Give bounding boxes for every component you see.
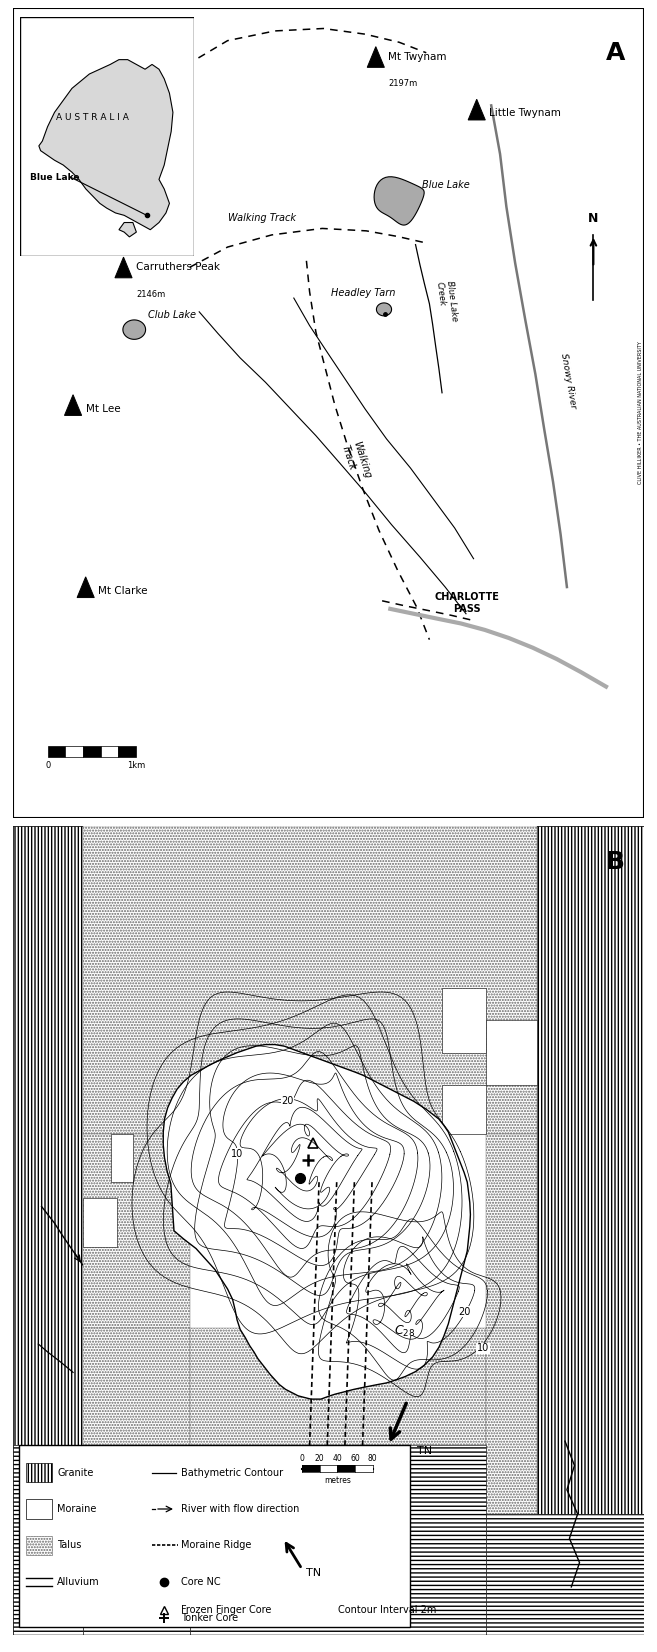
Text: Mt Clarke: Mt Clarke (99, 586, 148, 596)
Text: B: B (606, 851, 625, 874)
Text: 20: 20 (281, 1097, 294, 1107)
Text: metres: metres (324, 1475, 351, 1485)
Text: 1km: 1km (127, 762, 145, 770)
Text: Blue Lake: Blue Lake (422, 180, 470, 190)
Polygon shape (442, 988, 486, 1052)
Polygon shape (190, 1446, 486, 1635)
Text: Blue Lake
Creek: Blue Lake Creek (434, 279, 459, 322)
Text: A U S T R A L I A: A U S T R A L I A (57, 112, 129, 122)
Polygon shape (486, 1328, 537, 1513)
Polygon shape (77, 577, 94, 598)
Text: Walking
Track: Walking Track (340, 439, 373, 484)
Text: Granite: Granite (57, 1467, 94, 1477)
Bar (355, 1465, 373, 1472)
Bar (20, 1446, 411, 1627)
Polygon shape (39, 59, 173, 230)
Text: Snowy River: Snowy River (558, 352, 578, 410)
Polygon shape (83, 1446, 190, 1635)
Polygon shape (119, 223, 137, 236)
Bar (26, 1464, 53, 1482)
Text: River with flow direction: River with flow direction (181, 1503, 300, 1513)
Text: 0: 0 (300, 1454, 304, 1464)
Text: 10: 10 (477, 1343, 489, 1353)
Bar (320, 1465, 337, 1472)
Text: TN: TN (306, 1568, 321, 1578)
Text: Mt Lee: Mt Lee (85, 405, 120, 415)
Polygon shape (111, 1133, 133, 1183)
Bar (26, 1500, 53, 1518)
Text: Bathymetric Contour: Bathymetric Contour (181, 1467, 283, 1477)
Text: 40: 40 (332, 1454, 342, 1464)
Bar (302, 1465, 320, 1472)
Bar (48, 745, 66, 757)
Polygon shape (83, 1328, 190, 1446)
Bar (26, 1536, 53, 1555)
Text: 20: 20 (315, 1454, 325, 1464)
Text: TN: TN (417, 1446, 432, 1455)
Polygon shape (163, 1044, 470, 1399)
Text: A: A (606, 41, 625, 64)
Text: 2146m: 2146m (136, 291, 166, 299)
Polygon shape (83, 826, 537, 1133)
Polygon shape (486, 1513, 644, 1635)
Polygon shape (486, 1021, 537, 1085)
Text: Contour Interval 2m: Contour Interval 2m (338, 1604, 436, 1614)
Polygon shape (83, 1133, 190, 1446)
Bar (337, 1465, 355, 1472)
Text: Club Lake: Club Lake (148, 311, 196, 320)
Text: Talus: Talus (57, 1540, 81, 1551)
Text: Mt Twynam: Mt Twynam (388, 51, 447, 61)
Polygon shape (374, 177, 424, 225)
Text: Blue Lake: Blue Lake (30, 172, 79, 182)
Text: 2197m: 2197m (388, 79, 418, 89)
Polygon shape (376, 302, 392, 316)
Text: CLIVE HILLIKER • THE AUSTRALIAN NATIONAL UNIVERSITY: CLIVE HILLIKER • THE AUSTRALIAN NATIONAL… (637, 342, 643, 484)
Text: Carruthers Peak: Carruthers Peak (136, 263, 220, 273)
Text: N: N (588, 211, 599, 225)
Text: Little Twynam: Little Twynam (489, 109, 561, 119)
Polygon shape (123, 320, 146, 339)
Text: Moraine: Moraine (57, 1503, 97, 1513)
Text: Core NC: Core NC (181, 1578, 221, 1588)
Text: 60: 60 (350, 1454, 360, 1464)
Text: Walking Track: Walking Track (228, 213, 296, 223)
Text: 0: 0 (45, 762, 51, 770)
Polygon shape (486, 1133, 537, 1513)
Bar (83, 745, 101, 757)
Text: 80: 80 (368, 1454, 378, 1464)
Polygon shape (83, 1198, 117, 1247)
Text: Moraine Ridge: Moraine Ridge (181, 1540, 251, 1551)
Text: Alluvium: Alluvium (57, 1578, 100, 1588)
Polygon shape (13, 826, 83, 1446)
Polygon shape (367, 46, 384, 68)
Polygon shape (190, 1328, 486, 1446)
Text: 20: 20 (458, 1307, 470, 1317)
Polygon shape (64, 395, 81, 415)
Polygon shape (442, 1085, 486, 1133)
Bar (101, 745, 118, 757)
Text: CHARLOTTE
PASS: CHARLOTTE PASS (435, 591, 500, 615)
Text: Headley Tarn: Headley Tarn (331, 287, 396, 297)
Text: $C_{28}$: $C_{28}$ (394, 1325, 415, 1340)
Text: 10: 10 (231, 1148, 243, 1158)
Polygon shape (468, 99, 486, 121)
Text: Tonker Core: Tonker Core (181, 1614, 238, 1624)
Polygon shape (537, 826, 644, 1513)
Text: Frozen Finger Core: Frozen Finger Core (181, 1604, 271, 1614)
Polygon shape (115, 258, 132, 278)
Bar (118, 745, 136, 757)
Polygon shape (13, 1446, 83, 1635)
Bar (66, 745, 83, 757)
